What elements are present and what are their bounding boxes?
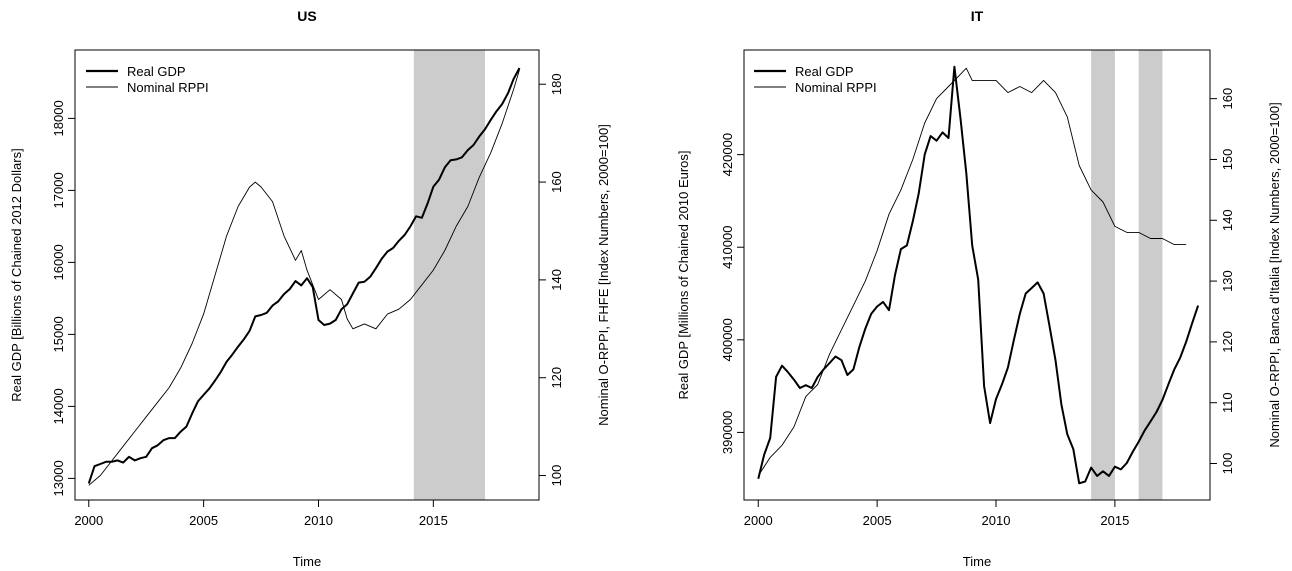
y2-tick-label: 180	[549, 73, 564, 95]
y2-tick-label: 100	[549, 465, 564, 487]
legend-label-nominal-rppi: Nominal RPPI	[795, 80, 877, 95]
shaded-regions	[1091, 50, 1163, 500]
y2-tick-label: 160	[549, 171, 564, 193]
y2-axis-label: Nominal O-RPPI, Banca d'Italia [Index Nu…	[1267, 102, 1282, 447]
y2-tick-label: 120	[1220, 331, 1235, 353]
y2-tick-label: 130	[1220, 270, 1235, 292]
y-ticks-right: 100 120 140 160 180	[539, 73, 564, 486]
shaded-region	[1138, 50, 1163, 500]
y2-axis-label: Nominal O-RPPI, FHFE [Index Numbers, 200…	[596, 124, 611, 426]
series-line-nominal-rppi	[88, 69, 520, 486]
y2-tick-label: 110	[1220, 392, 1235, 413]
y-tick-label: 400000	[720, 318, 735, 361]
shaded-region	[413, 50, 486, 500]
legend-label-nominal-rppi: Nominal RPPI	[127, 80, 209, 95]
x-tick-label: 2010	[304, 513, 333, 528]
y-axis-label: Real GDP [Billions of Chained 2012 Dolla…	[9, 148, 24, 401]
series-line-real-gdp	[757, 65, 1200, 485]
legend: Real GDP Nominal RPPI	[86, 64, 209, 95]
y2-tick-label: 120	[549, 367, 564, 389]
y2-tick-label: 100	[1220, 453, 1235, 475]
x-tick-label: 2010	[982, 513, 1011, 528]
y-ticks-right: 100 110 120 130 140 150 160	[1210, 88, 1235, 475]
y-axis-label: Real GDP [Millions of Chained 2010 Euros…	[676, 150, 691, 399]
series-lines	[757, 65, 1200, 485]
x-ticks: 2000 2005 2010 2015	[74, 500, 448, 528]
series-line-real-gdp	[87, 67, 521, 484]
plot-frame	[743, 49, 1211, 501]
y-tick-label: 13000	[51, 460, 66, 496]
x-tick-label: 2005	[189, 513, 218, 528]
x-axis-label: Time	[963, 554, 991, 569]
shaded-region	[1091, 50, 1115, 500]
x-tick-label: 2000	[744, 513, 773, 528]
y2-tick-label: 160	[1220, 88, 1235, 110]
y-tick-label: 18000	[51, 100, 66, 136]
chart-panel-it: IT 2000 2005 2010 2015 390000 400000 410000 42…	[676, 8, 1282, 569]
y-tick-label: 420000	[720, 133, 735, 176]
y-tick-label: 410000	[720, 226, 735, 269]
x-tick-label: 2005	[863, 513, 892, 528]
x-tick-label: 2015	[1100, 513, 1129, 528]
y-ticks-left: 13000 14000 15000 16000 17000 18000	[51, 100, 75, 496]
shaded-regions	[413, 50, 486, 500]
series-lines	[87, 67, 521, 486]
y-tick-label: 17000	[51, 172, 66, 208]
chart-panel-us: US 2000 2005 2010 2015 13000 14000 15000 16000…	[9, 8, 611, 569]
x-tick-label: 2015	[419, 513, 448, 528]
chart-title: US	[297, 8, 316, 24]
y-ticks-left: 390000 400000 410000 420000	[720, 133, 744, 454]
x-axis-label: Time	[293, 554, 321, 569]
y2-tick-label: 140	[549, 269, 564, 291]
y-tick-label: 16000	[51, 244, 66, 280]
x-ticks: 2000 2005 2010 2015	[744, 500, 1129, 528]
chart-title: IT	[971, 8, 984, 24]
legend: Real GDP Nominal RPPI	[754, 64, 877, 95]
legend-label-real-gdp: Real GDP	[795, 64, 854, 79]
y2-tick-label: 140	[1220, 209, 1235, 231]
y-tick-label: 390000	[720, 411, 735, 454]
series-line-nominal-rppi	[757, 67, 1187, 476]
plot-frame	[74, 49, 540, 501]
y2-tick-label: 150	[1220, 149, 1235, 171]
y-tick-label: 14000	[51, 388, 66, 424]
legend-label-real-gdp: Real GDP	[127, 64, 186, 79]
y-tick-label: 15000	[51, 316, 66, 352]
x-tick-label: 2000	[74, 513, 103, 528]
